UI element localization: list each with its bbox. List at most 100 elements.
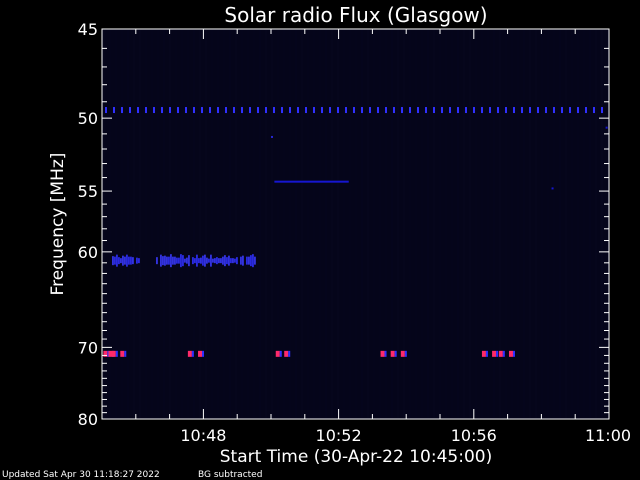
y-tick-label: 45 [78, 20, 98, 39]
chart-title: Solar radio Flux (Glasgow) [224, 3, 487, 27]
feature-segment [457, 107, 459, 114]
feature-segment [122, 255, 124, 266]
burst-marker [380, 350, 385, 357]
burst-marker [496, 350, 499, 357]
feature-segment [441, 107, 443, 114]
feature-segment [136, 257, 138, 264]
burst-marker [108, 350, 113, 357]
feature-segment [401, 107, 403, 114]
feature-segment [169, 107, 171, 114]
x-axis-label: Start Time (30-Apr-22 10:45:00) [220, 447, 492, 467]
feature-segment [216, 257, 218, 265]
feature-segment [234, 258, 236, 263]
feature-segment [393, 107, 395, 114]
feature-segment [113, 107, 115, 114]
feature-segment [185, 107, 187, 114]
bg-subtracted-note: BG subtracted [198, 470, 262, 480]
feature-segment [409, 107, 411, 114]
feature-segment [254, 256, 256, 265]
y-tick-label: 70 [78, 338, 98, 357]
y-tick-label: 55 [78, 182, 98, 201]
feature-segment [162, 256, 164, 266]
feature-segment [217, 107, 219, 114]
feature-segment [138, 258, 140, 264]
feature-segment [160, 254, 162, 267]
feature-segment [257, 107, 259, 114]
feature-segment [156, 257, 158, 265]
feature-segment [228, 255, 230, 266]
feature-segment [537, 107, 539, 114]
y-tick-label: 60 [78, 243, 98, 262]
feature-segment [271, 135, 273, 138]
burst-marker [124, 350, 127, 357]
feature-segment [605, 126, 608, 129]
burst-marker [508, 350, 513, 357]
feature-segment [250, 255, 252, 267]
feature-segment [194, 258, 196, 264]
feature-segment [521, 107, 523, 114]
feature-segment [551, 187, 554, 190]
feature-segment [206, 257, 208, 264]
feature-segment [569, 107, 571, 114]
feature-segment [240, 256, 242, 265]
feature-segment [233, 107, 235, 114]
feature-segment [274, 180, 349, 183]
feature-segment [265, 107, 267, 114]
feature-segment [202, 255, 204, 266]
feature-segment [353, 107, 355, 114]
feature-segment [212, 258, 214, 263]
feature-segment [164, 255, 166, 266]
feature-segment [200, 257, 202, 264]
feature-segment [481, 107, 483, 114]
feature-segment [176, 257, 178, 264]
feature-segment [222, 256, 224, 265]
feature-segment [489, 107, 491, 114]
feature-segment [321, 107, 323, 114]
feature-segment [132, 257, 134, 265]
feature-segment [129, 107, 131, 114]
feature-segment [369, 107, 371, 114]
feature-segment [218, 258, 220, 264]
burst-marker [202, 350, 205, 357]
feature-segment [433, 107, 435, 114]
burst-marker [390, 350, 395, 357]
feature-segment [585, 107, 587, 114]
feature-segment [196, 254, 198, 267]
feature-segment [345, 107, 347, 114]
feature-segment [192, 257, 194, 265]
spectrogram-background [102, 29, 609, 419]
feature-segment [116, 254, 118, 267]
feature-segment [545, 107, 547, 114]
feature-segment [361, 107, 363, 114]
feature-segment [198, 258, 200, 264]
feature-segment [230, 258, 232, 264]
feature-segment [497, 107, 499, 114]
feature-segment [473, 107, 475, 114]
feature-segment [188, 255, 190, 267]
feature-segment [174, 256, 176, 265]
feature-segment [241, 107, 243, 114]
burst-marker [481, 350, 486, 357]
feature-segment [126, 254, 128, 267]
feature-segment [377, 107, 379, 114]
feature-segment [385, 107, 387, 114]
feature-segment [236, 257, 238, 265]
feature-segment [184, 258, 186, 263]
feature-segment [214, 258, 216, 264]
feature-segment [172, 256, 174, 265]
feature-segment [121, 107, 123, 114]
burst-marker [512, 350, 515, 357]
feature-segment [105, 107, 107, 114]
burst-marker [198, 350, 203, 357]
feature-segment [449, 107, 451, 114]
feature-segment [246, 256, 248, 265]
feature-segment [170, 254, 172, 268]
feature-segment [305, 107, 307, 114]
x-tick-label: 10:56 [451, 426, 497, 445]
feature-segment [124, 256, 126, 265]
feature-segment [248, 256, 250, 265]
feature-segment [168, 256, 170, 265]
feature-segment [204, 254, 206, 267]
feature-segment [177, 107, 179, 114]
